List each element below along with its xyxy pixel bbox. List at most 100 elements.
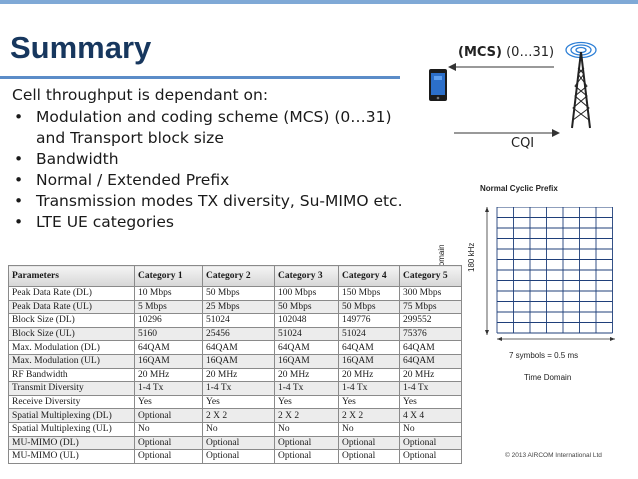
- time-domain-label: Time Domain: [524, 373, 572, 382]
- header-cell: Category 4: [338, 265, 400, 287]
- table-cell: 64QAM: [338, 340, 400, 355]
- table-cell: 50 Mbps: [338, 299, 400, 315]
- table-cell: 10296: [134, 313, 203, 328]
- table-cell: 300 Mbps: [399, 286, 462, 301]
- table-cell: 64QAM: [274, 340, 339, 355]
- top-accent-bar: [0, 0, 638, 4]
- table-cell: 150 Mbps: [338, 286, 400, 301]
- table-cell: Optional: [134, 449, 203, 464]
- table-cell: 16QAM: [134, 353, 203, 369]
- bullet-item: • Bandwidth: [12, 149, 416, 170]
- table-cell: Optional: [338, 435, 400, 451]
- grid-title: Normal Cyclic Prefix: [480, 184, 558, 193]
- table-cell: No: [338, 421, 400, 437]
- table-cell: No: [202, 421, 275, 437]
- bullet-dot: •: [14, 150, 24, 168]
- table-cell: 16QAM: [274, 353, 339, 369]
- table-cell: Optional: [134, 408, 203, 423]
- table-cell: Optional: [274, 449, 339, 464]
- table-cell: 10 Mbps: [134, 286, 203, 301]
- table-cell: Yes: [338, 394, 400, 410]
- table-cell: Yes: [399, 394, 462, 410]
- table-cell: 1-4 Tx: [202, 381, 275, 396]
- cqi-label: CQI: [511, 136, 535, 151]
- table-cell: Yes: [134, 394, 203, 410]
- table-cell: Optional: [134, 435, 203, 451]
- table-cell: No: [274, 421, 339, 437]
- table-cell: 51024: [202, 313, 275, 328]
- table-cell: 2 X 2: [338, 408, 400, 423]
- header-cell: Category 5: [399, 265, 462, 287]
- table-cell: No: [134, 421, 203, 437]
- table-cell: 50 Mbps: [202, 286, 275, 301]
- table-cell: 64QAM: [399, 340, 462, 355]
- table-cell: 75 Mbps: [399, 299, 462, 315]
- title-underline: [0, 76, 400, 79]
- table-row: Block Size (UL) 5160 25456 51024 51024 75376: [8, 326, 462, 342]
- header-cell: Parameters: [8, 265, 135, 287]
- header-cell: Category 3: [274, 265, 339, 287]
- table-cell: MU-MIMO (UL): [8, 449, 135, 464]
- table-cell: Block Size (UL): [8, 326, 135, 342]
- table-cell: 51024: [274, 326, 339, 342]
- table-cell: 102048: [274, 313, 339, 328]
- table-cell: Optional: [399, 449, 462, 464]
- table-cell: 51024: [338, 326, 400, 342]
- copyright-text: © 2013 AIRCOM International Ltd: [505, 452, 602, 459]
- intro-text: Cell throughput is dependant on:: [12, 86, 269, 104]
- table-cell: RF Bandwidth: [8, 367, 135, 383]
- table-row: Peak Data Rate (UL) 5 Mbps 25 Mbps 50 Mbps 5…: [8, 299, 462, 315]
- table-cell: MU-MIMO (DL): [8, 435, 135, 451]
- table-row: Peak Data Rate (DL) 10 Mbps 50 Mbps 100 Mbp…: [8, 286, 462, 301]
- bullet-item: • Modulation and coding scheme (MCS) (0…3…: [12, 107, 416, 149]
- header-cell: Category 2: [202, 265, 275, 287]
- table-cell: 20 MHz: [274, 367, 339, 383]
- table-cell: 4 X 4: [399, 408, 462, 423]
- table-cell: 100 Mbps: [274, 286, 339, 301]
- table-row: Max. Modulation (DL) 64QAM 64QAM 64QAM 64QAM…: [8, 340, 462, 355]
- table-header-row: Parameters Category 1 Category 2 Categor…: [8, 265, 462, 287]
- table-row: MU-MIMO (DL) Optional Optional Optional Opti…: [8, 435, 462, 451]
- table-cell: Spatial Multiplexing (UL): [8, 421, 135, 437]
- table-row: RF Bandwidth 20 MHz 20 MHz 20 MHz 20 MHz 20 M…: [8, 367, 462, 383]
- table-cell: Max. Modulation (DL): [8, 340, 135, 355]
- phone-icon: [429, 69, 447, 101]
- table-cell: 5 Mbps: [134, 299, 203, 315]
- header-cell: Category 1: [134, 265, 203, 287]
- cell-tower-icon: [565, 41, 597, 129]
- table-row: MU-MIMO (UL) Optional Optional Optional Opti…: [8, 449, 462, 464]
- table-cell: Optional: [399, 435, 462, 451]
- mcs-range: (0…31): [506, 45, 555, 60]
- table-cell: 2 X 2: [202, 408, 275, 423]
- mcs-bold: (MCS): [458, 45, 502, 60]
- table-cell: 25 Mbps: [202, 299, 275, 315]
- table-cell: 149776: [338, 313, 400, 328]
- table-cell: 1-4 Tx: [274, 381, 339, 396]
- bullet-list: • Modulation and coding scheme (MCS) (0…3…: [12, 107, 416, 233]
- slide-title: Summary: [10, 30, 152, 65]
- bullet-text: Normal / Extended Prefix: [36, 171, 230, 189]
- table-row: Block Size (DL) 10296 51024 102048 149776 299…: [8, 313, 462, 328]
- table-cell: 20 MHz: [338, 367, 400, 383]
- table-row: Spatial Multiplexing (UL) No No No No No: [8, 421, 462, 437]
- table-row: Transmit Diversity 1-4 Tx 1-4 Tx 1-4 Tx 1-4 …: [8, 381, 462, 396]
- bullet-text: Bandwidth: [36, 150, 119, 168]
- table-cell: 5160: [134, 326, 203, 342]
- table-cell: Transmit Diversity: [8, 381, 135, 396]
- table-cell: 299552: [399, 313, 462, 328]
- bullet-item: • Normal / Extended Prefix: [12, 170, 416, 191]
- table-cell: 20 MHz: [399, 367, 462, 383]
- table-cell: 16QAM: [202, 353, 275, 369]
- table-cell: Optional: [338, 449, 400, 464]
- table-cell: No: [399, 421, 462, 437]
- table-cell: 1-4 Tx: [338, 381, 400, 396]
- table-cell: 64QAM: [202, 340, 275, 355]
- table-cell: Peak Data Rate (DL): [8, 286, 135, 301]
- table-cell: Optional: [202, 449, 275, 464]
- table-cell: 20 MHz: [202, 367, 275, 383]
- table-cell: Spatial Multiplexing (DL): [8, 408, 135, 423]
- bullet-text: LTE UE categories: [36, 213, 175, 231]
- table-cell: 20 MHz: [134, 367, 203, 383]
- table-cell: Peak Data Rate (UL): [8, 299, 135, 315]
- bullet-item: • LTE UE categories: [12, 212, 416, 233]
